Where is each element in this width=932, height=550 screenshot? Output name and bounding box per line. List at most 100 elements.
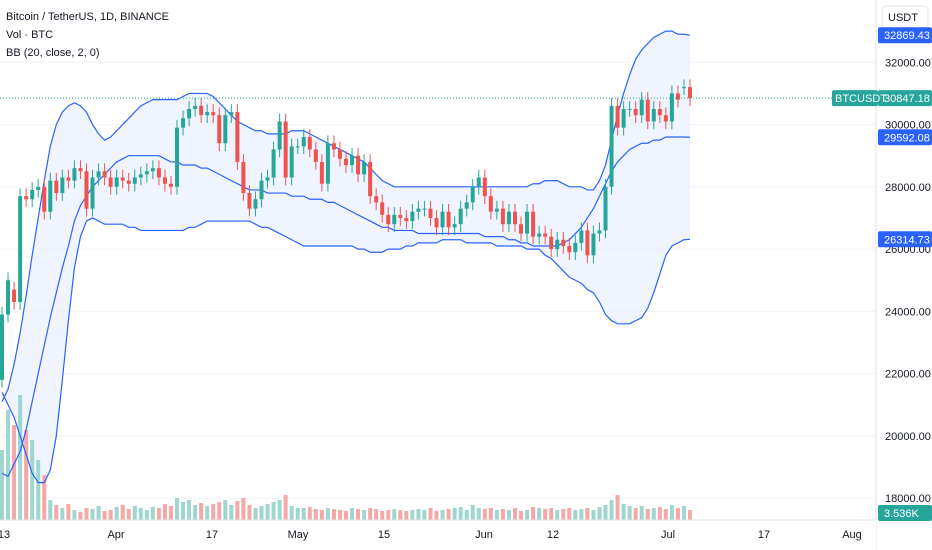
volume-bar — [271, 502, 276, 520]
volume-bar — [277, 500, 282, 520]
volume-bar — [205, 506, 210, 520]
candle-body — [434, 217, 439, 228]
candle-body — [585, 230, 590, 256]
candle-body — [512, 211, 517, 225]
volume-bar — [440, 510, 445, 520]
price-tick-label: 20000.00 — [885, 431, 931, 443]
volume-legend[interactable]: Vol · BTC — [6, 29, 54, 41]
volume-bar — [217, 502, 222, 520]
time-tick-label: Jul — [661, 529, 675, 541]
volume-bar — [283, 495, 288, 520]
volume-bar — [663, 509, 668, 520]
volume-bar — [162, 504, 167, 520]
candle-body — [476, 177, 481, 187]
price-badge — [878, 505, 932, 521]
time-tick-label: 17 — [206, 529, 218, 541]
volume-bar — [597, 507, 602, 520]
time-tick-label: 13 — [0, 529, 10, 541]
candle-body — [331, 143, 336, 150]
price-badge — [878, 129, 932, 146]
volume-bar — [90, 509, 95, 520]
candle-body — [428, 208, 433, 218]
candle-body — [380, 202, 385, 215]
volume-bar — [319, 510, 324, 520]
candle-body — [416, 208, 421, 212]
candle-body — [60, 177, 65, 194]
volume-bar — [337, 510, 342, 520]
volume-bar — [374, 509, 379, 520]
volume-bar — [126, 509, 131, 520]
candle-body — [663, 115, 668, 122]
volume-bar — [175, 498, 180, 520]
volume-bar — [78, 512, 83, 520]
volume-bar — [36, 460, 41, 520]
volume-bar — [494, 510, 499, 520]
price-badge — [878, 27, 932, 44]
candle-body — [277, 121, 282, 150]
volume-bar — [48, 500, 53, 520]
volume-bar — [470, 505, 475, 520]
volume-bar — [60, 508, 65, 520]
volume-bar — [108, 510, 113, 520]
candlesticks — [0, 79, 692, 388]
symbol-title[interactable]: Bitcoin / TetherUS, 1D, BINANCE — [6, 11, 170, 23]
candle-body — [78, 168, 83, 172]
candle-body — [669, 93, 674, 122]
volume-bar — [464, 510, 469, 520]
indicator-legend[interactable]: BB (20, close, 2, 0) — [6, 47, 100, 59]
candle-body — [229, 112, 234, 116]
candle-body — [446, 211, 451, 228]
volume-bar — [181, 502, 186, 520]
symbol-badge-label: BTCUSDT — [835, 93, 887, 105]
volume-bar — [675, 508, 680, 520]
candle-body — [627, 108, 632, 110]
candle-body — [42, 186, 47, 212]
candle-body — [325, 143, 330, 184]
volume-bar — [555, 510, 560, 520]
price-badge-value: 26314.73 — [884, 234, 930, 246]
candle-body — [199, 105, 204, 116]
candle-body — [537, 233, 542, 237]
candle-body — [0, 314, 4, 380]
candle-body — [506, 211, 511, 225]
candle-body — [96, 171, 101, 178]
volume-bar — [199, 503, 204, 520]
candle-body — [114, 177, 119, 187]
candle-body — [651, 108, 656, 122]
volume-bar — [6, 410, 11, 520]
volume-bar — [259, 506, 264, 520]
candle-body — [289, 146, 294, 178]
candle-body — [452, 224, 457, 228]
volume-bar — [525, 510, 530, 520]
candle-body — [494, 208, 499, 212]
candle-body — [615, 105, 620, 128]
candle-body — [464, 202, 469, 209]
time-tick-label: 17 — [758, 529, 770, 541]
volume-bar — [54, 505, 59, 520]
candle-body — [410, 211, 415, 222]
volume-bar — [488, 508, 493, 520]
candle-body — [422, 208, 427, 210]
volume-bar — [609, 500, 614, 520]
candle-body — [470, 186, 475, 203]
volume-bar — [688, 510, 692, 520]
candle-body — [543, 233, 548, 237]
candle-body — [175, 127, 180, 187]
price-badge — [878, 90, 932, 107]
volume-bar — [241, 498, 246, 520]
price-axis: 18000.0020000.0022000.0024000.0026000.00… — [832, 0, 932, 550]
candle-body — [72, 168, 77, 181]
volume-bar — [519, 511, 524, 520]
price-badge — [878, 231, 932, 248]
volume-bars — [0, 395, 692, 520]
candle-body — [579, 230, 584, 243]
volume-bar — [42, 475, 47, 520]
candle-body — [84, 171, 89, 209]
volume-bar — [18, 395, 23, 520]
volume-bar — [500, 509, 505, 520]
candle-body — [404, 217, 409, 222]
candle-body — [609, 105, 614, 187]
volume-bar — [211, 504, 216, 520]
candle-body — [54, 180, 59, 194]
